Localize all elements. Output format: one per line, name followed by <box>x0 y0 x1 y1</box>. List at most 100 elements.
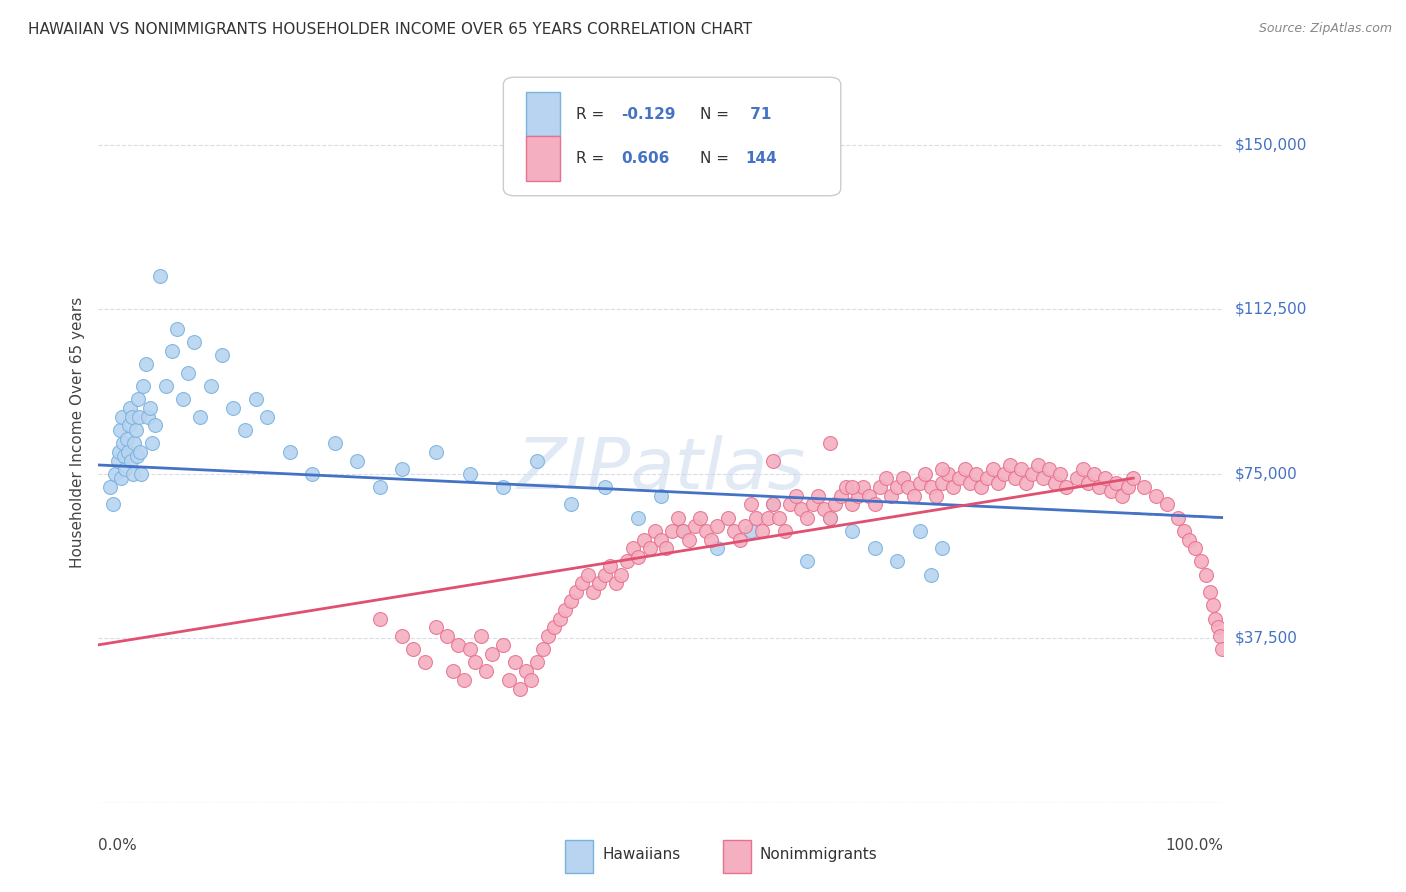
Text: R =: R = <box>576 151 610 166</box>
Point <box>1111 489 1133 503</box>
Point <box>98 480 121 494</box>
Point <box>1105 475 1128 490</box>
FancyBboxPatch shape <box>503 78 841 195</box>
FancyBboxPatch shape <box>723 840 751 873</box>
Point <box>841 480 863 494</box>
Point <box>931 462 953 476</box>
Point <box>801 498 824 512</box>
Point <box>143 418 166 433</box>
Point <box>515 664 537 678</box>
Point <box>987 475 1010 490</box>
Point <box>779 498 801 512</box>
Point <box>101 498 124 512</box>
Point <box>869 480 891 494</box>
Point <box>425 620 447 634</box>
Point <box>835 480 858 494</box>
Point <box>976 471 998 485</box>
Point <box>925 489 948 503</box>
Text: $75,000: $75,000 <box>1234 467 1298 482</box>
Point <box>920 567 942 582</box>
Point <box>503 656 526 670</box>
Point <box>863 541 886 556</box>
Point <box>565 585 588 599</box>
Point <box>1122 471 1144 485</box>
Text: $150,000: $150,000 <box>1234 137 1306 153</box>
Point <box>548 611 571 625</box>
Point <box>762 498 785 512</box>
Text: N =: N = <box>700 107 734 122</box>
Point <box>166 322 188 336</box>
Point <box>875 471 897 485</box>
Point <box>115 432 138 446</box>
Point <box>1066 471 1088 485</box>
Point <box>211 348 233 362</box>
Point <box>773 524 796 538</box>
Point <box>117 445 139 459</box>
Point <box>661 524 683 538</box>
Point <box>441 664 464 678</box>
Point <box>734 519 756 533</box>
Point <box>576 567 599 582</box>
Point <box>122 467 145 481</box>
Point <box>908 524 931 538</box>
Text: Source: ZipAtlas.com: Source: ZipAtlas.com <box>1258 22 1392 36</box>
Point <box>560 594 582 608</box>
Text: -0.129: -0.129 <box>621 107 676 122</box>
Point <box>118 418 141 433</box>
Point <box>1094 471 1116 485</box>
Text: R =: R = <box>576 107 610 122</box>
Point <box>993 467 1015 481</box>
Point <box>1038 462 1060 476</box>
Point <box>118 401 141 415</box>
Point <box>1004 471 1026 485</box>
Point <box>135 357 157 371</box>
Point <box>1116 480 1139 494</box>
Point <box>959 475 981 490</box>
Y-axis label: Householder Income Over 65 years: Householder Income Over 65 years <box>69 297 84 568</box>
Point <box>571 576 593 591</box>
Point <box>1189 554 1212 568</box>
Point <box>1077 475 1099 490</box>
Point <box>554 603 576 617</box>
Point <box>796 510 818 524</box>
FancyBboxPatch shape <box>526 92 560 136</box>
Point <box>139 401 162 415</box>
Point <box>1071 462 1094 476</box>
Point <box>605 576 627 591</box>
Text: N =: N = <box>700 151 734 166</box>
Point <box>824 498 846 512</box>
Point <box>149 269 172 284</box>
Point <box>470 629 492 643</box>
Point <box>1195 567 1218 582</box>
Point <box>129 445 152 459</box>
Point <box>531 642 554 657</box>
Point <box>108 423 131 437</box>
Point <box>520 673 543 687</box>
Point <box>124 423 146 437</box>
Point <box>880 489 903 503</box>
Point <box>948 471 970 485</box>
Point <box>1206 620 1229 634</box>
Point <box>818 510 841 524</box>
Point <box>177 366 200 380</box>
Point <box>650 489 672 503</box>
Point <box>1184 541 1206 556</box>
Point <box>728 533 751 547</box>
Point <box>132 379 155 393</box>
Point <box>141 436 163 450</box>
Point <box>1133 480 1156 494</box>
Point <box>903 489 925 503</box>
Point <box>998 458 1021 472</box>
Point <box>107 445 129 459</box>
Point <box>695 524 717 538</box>
Point <box>110 471 132 485</box>
Point <box>1173 524 1195 538</box>
Point <box>818 436 841 450</box>
Point <box>706 541 728 556</box>
Point <box>492 638 515 652</box>
Point <box>610 567 633 582</box>
Point <box>222 401 245 415</box>
Point <box>897 480 920 494</box>
Point <box>1010 462 1032 476</box>
Point <box>1049 467 1071 481</box>
